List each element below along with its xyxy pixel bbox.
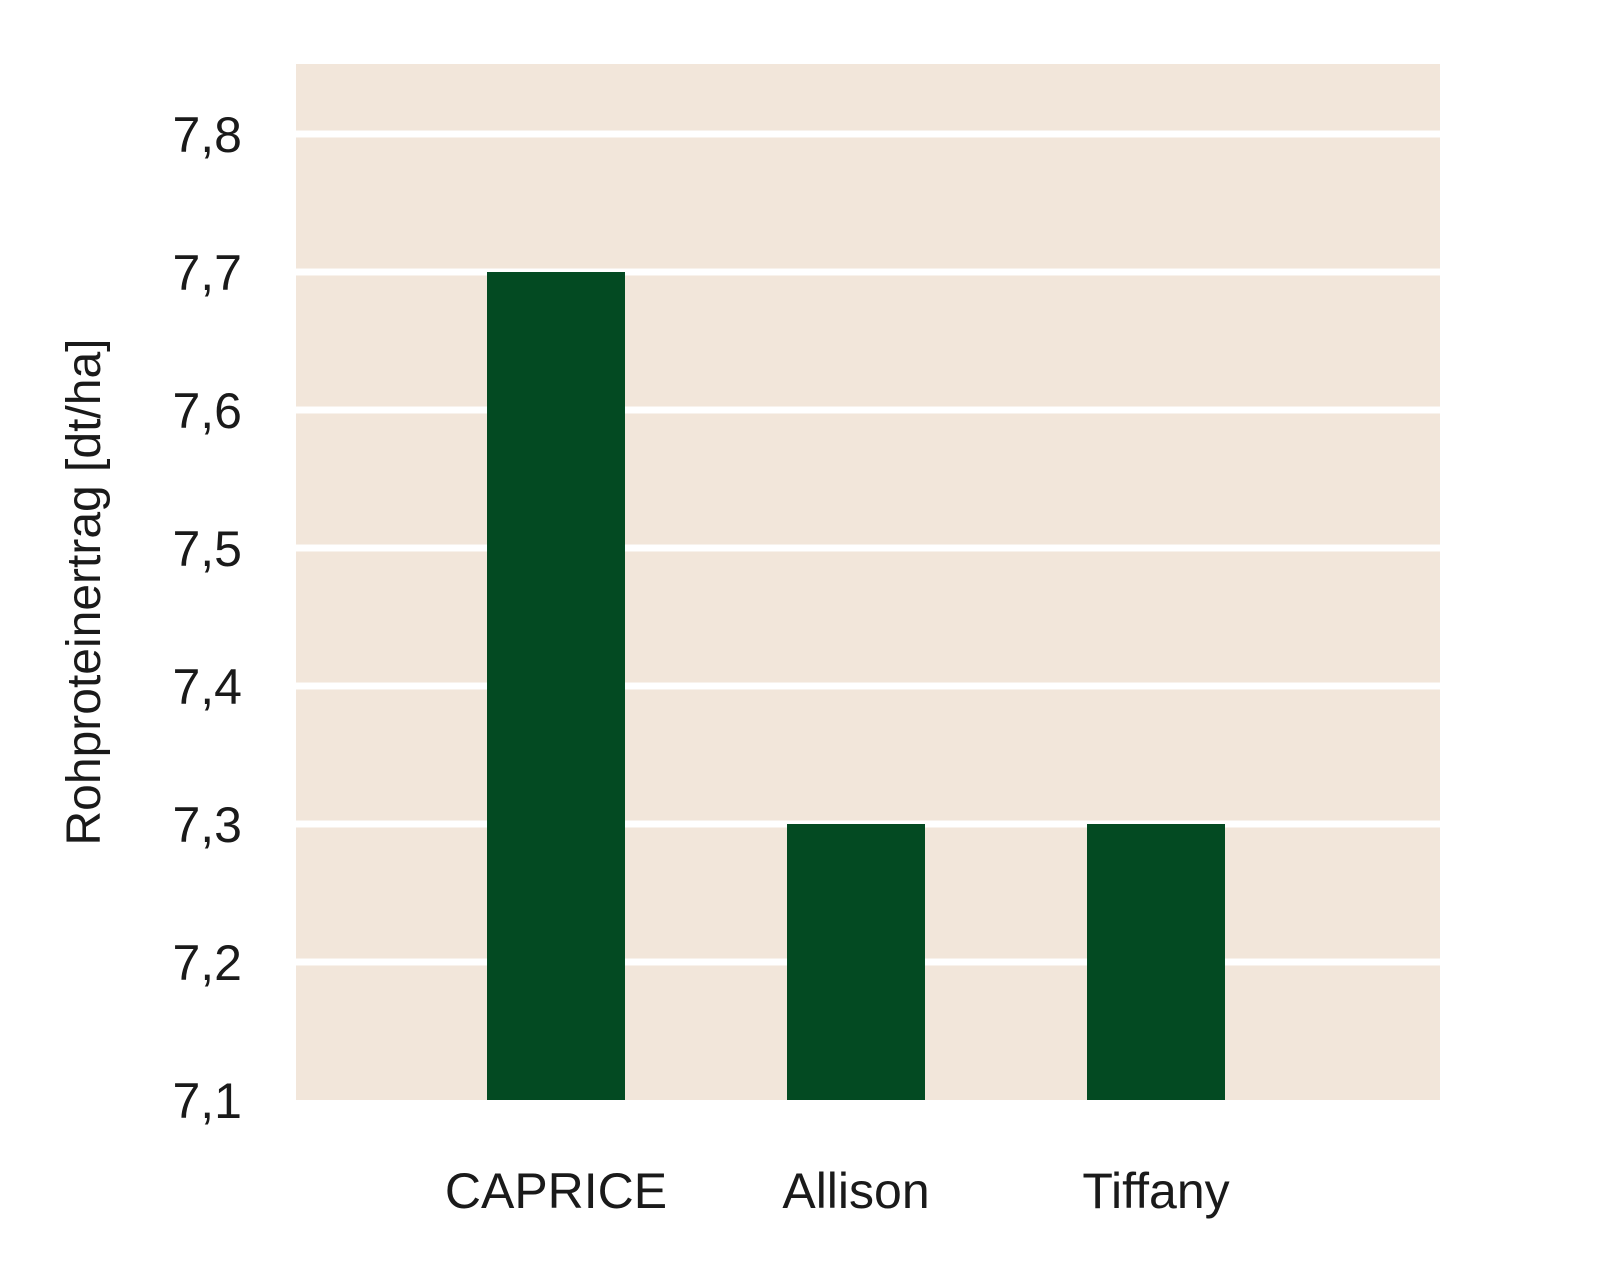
bar-tiffany bbox=[1087, 824, 1225, 1100]
y-tick-label: 7,2 bbox=[172, 935, 242, 991]
y-axis-ticks: 7,1 7,2 7,3 7,4 7,5 7,6 7,7 7,8 bbox=[172, 107, 242, 1129]
y-tick-label: 7,8 bbox=[172, 107, 242, 163]
y-tick-label: 7,7 bbox=[172, 245, 242, 301]
bars bbox=[487, 272, 1225, 1100]
bar-allison bbox=[787, 824, 925, 1100]
x-axis-categories: CAPRICE Allison Tiffany bbox=[445, 1163, 1230, 1219]
y-tick-label: 7,4 bbox=[172, 659, 242, 715]
y-tick-label: 7,6 bbox=[172, 383, 242, 439]
y-tick-label: 7,5 bbox=[172, 521, 242, 577]
bar-caprice bbox=[487, 272, 625, 1100]
y-tick-label: 7,3 bbox=[172, 797, 242, 853]
x-category-label: Tiffany bbox=[1082, 1163, 1229, 1219]
x-category-label: Allison bbox=[782, 1163, 929, 1219]
y-axis-title: Rohproteinertrag [dt/ha] bbox=[58, 339, 111, 846]
x-category-label: CAPRICE bbox=[445, 1163, 667, 1219]
y-tick-label: 7,1 bbox=[172, 1073, 242, 1129]
